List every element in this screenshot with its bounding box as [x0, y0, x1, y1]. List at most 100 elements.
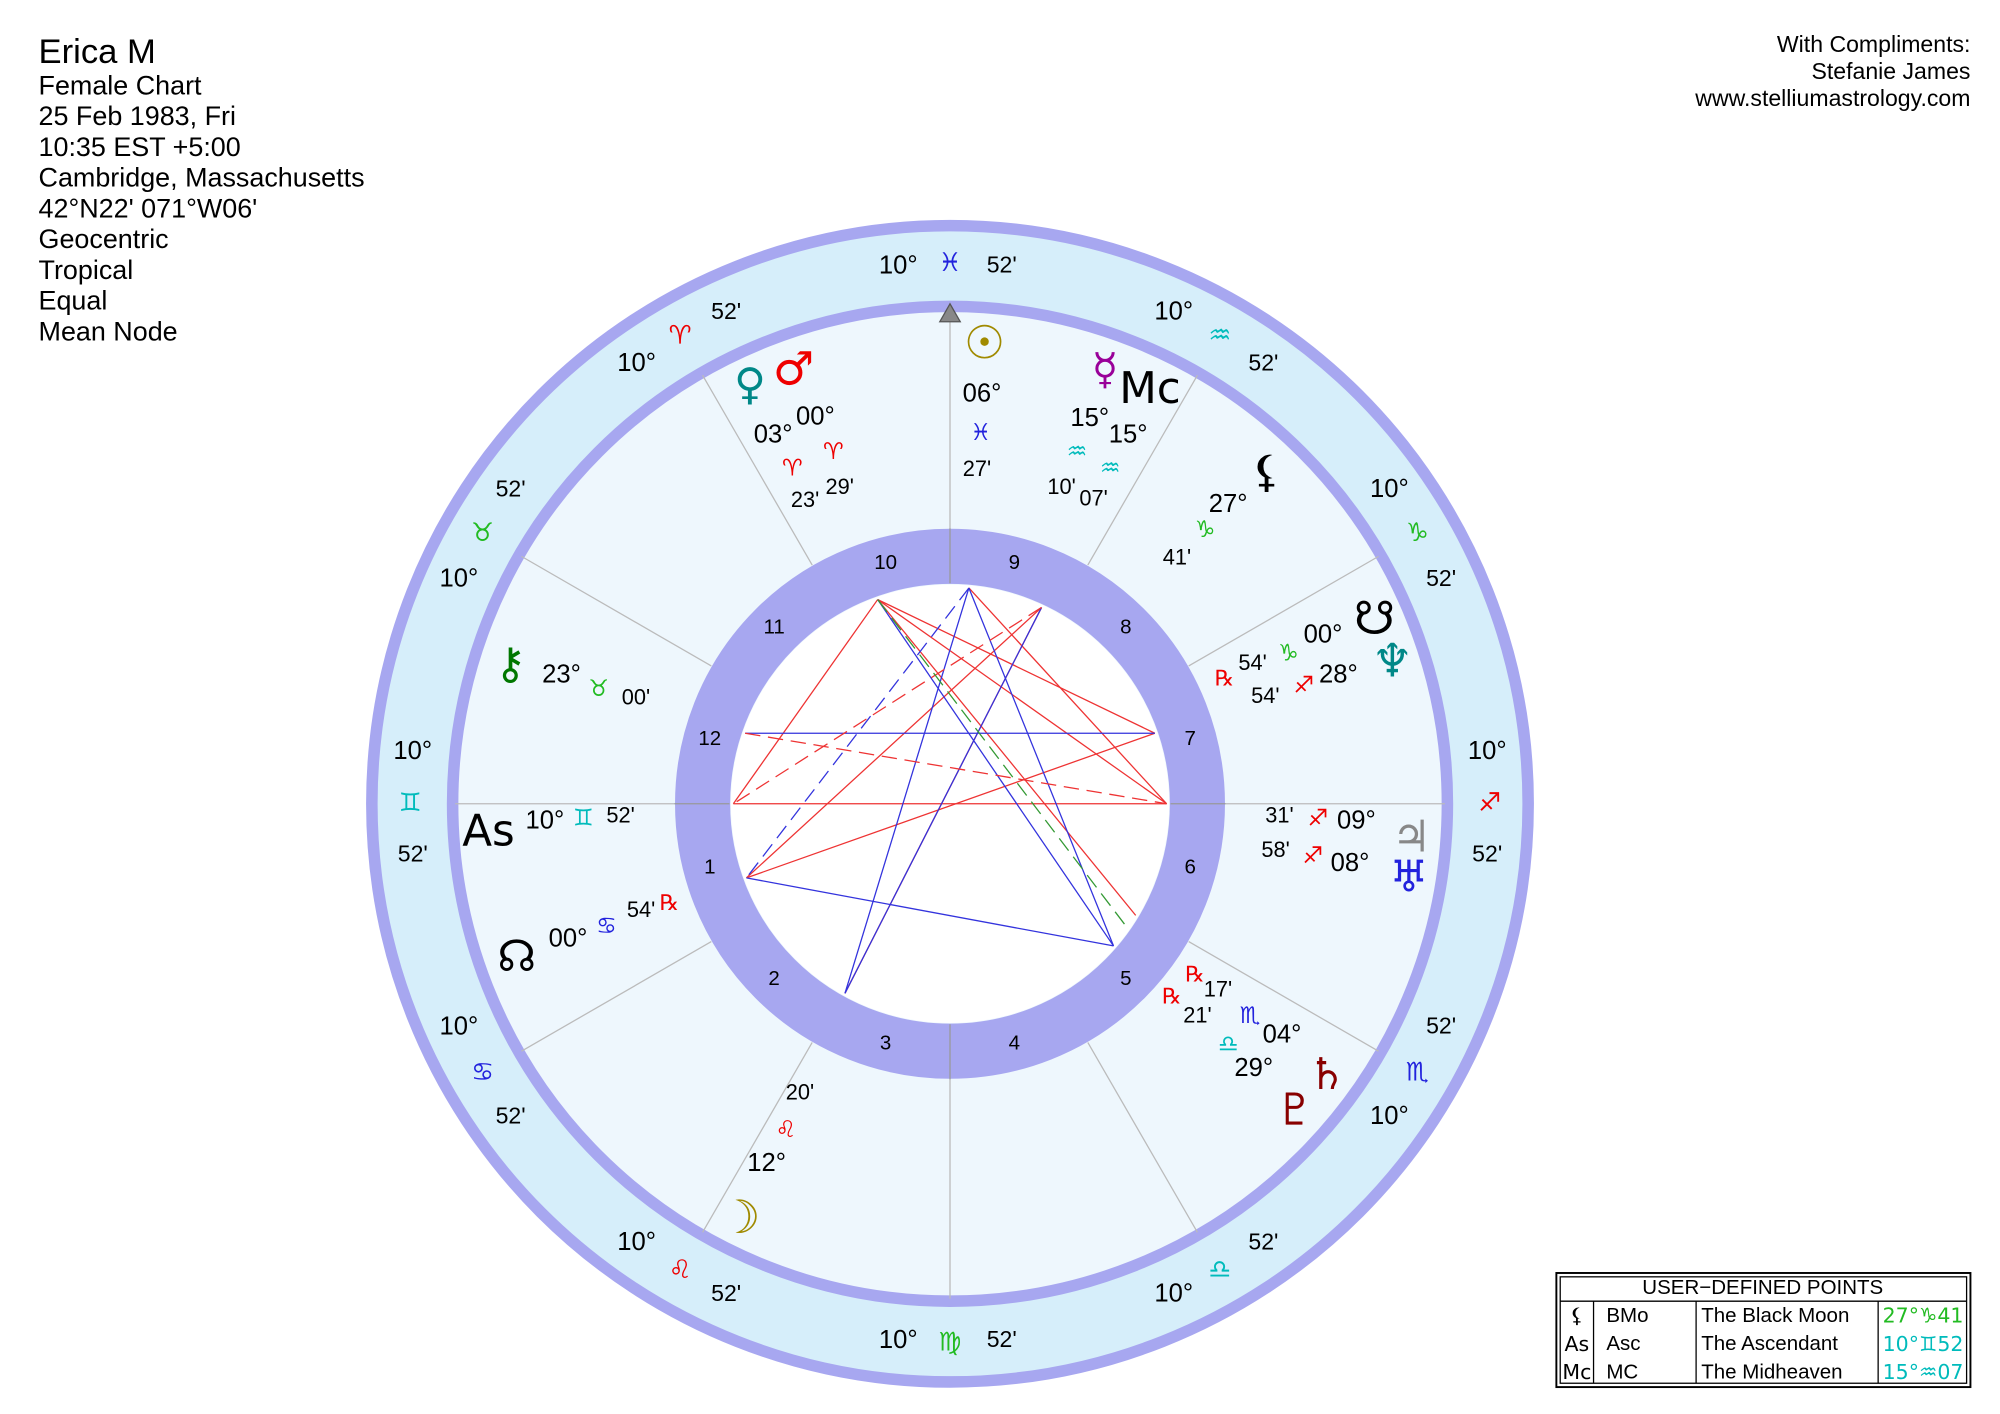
credit-line: www.stelliumastrology.com: [1694, 85, 1970, 111]
point-sign: ♎: [1218, 1031, 1239, 1057]
table-cell: Mc: [1562, 1360, 1591, 1384]
cusp-degree: 10°: [1154, 1280, 1193, 1308]
point-glyph: ☉: [964, 316, 1005, 370]
house-cusp-line: [702, 374, 813, 566]
point-sign: ♒: [1100, 456, 1121, 482]
point-degree: 09°: [1337, 807, 1376, 835]
point-sign: ♐: [1302, 843, 1323, 869]
retrograde-mark: ℞: [1215, 666, 1235, 691]
retrograde-mark: ℞: [1185, 963, 1205, 988]
table-cell: Asc: [1606, 1332, 1640, 1355]
house-cusp-line: [521, 555, 712, 667]
cusp-sign: ♍: [939, 1327, 962, 1357]
header-line: Equal: [39, 286, 108, 316]
table-cell: BMo: [1606, 1304, 1648, 1327]
cusp-lines: [455, 308, 1445, 1299]
house-number: 1: [704, 856, 715, 879]
aspect-line: [732, 599, 879, 805]
point-minute: 29': [826, 474, 854, 499]
house-number: 4: [1009, 1031, 1020, 1054]
aspect-line: [877, 599, 1168, 805]
aspect-lines: [732, 587, 1168, 994]
point-glyph: ♀: [734, 360, 766, 410]
house-cusp-line: [1188, 555, 1379, 667]
point-sign: ♐: [1308, 806, 1329, 832]
point-glyph: ☿: [1092, 345, 1119, 395]
table-title: USER−DEFINED POINTS: [1642, 1276, 1883, 1299]
point-degree: 06°: [963, 380, 1002, 408]
aspect-line: [746, 877, 1114, 947]
point-sign: ♒: [1067, 439, 1088, 465]
point-glyph: ⚸: [1251, 447, 1283, 497]
point-minute: 20': [786, 1079, 814, 1104]
point-minute: 17': [1204, 977, 1232, 1002]
cusp-sign: ♒: [1208, 320, 1231, 350]
point-minute: 54': [1251, 683, 1279, 708]
table-cell: The Black Moon: [1701, 1304, 1849, 1327]
cusp-minute: 52': [711, 298, 741, 324]
point-degree: 03°: [754, 421, 793, 449]
point-glyph: Mc: [1119, 364, 1181, 414]
house-number: 7: [1185, 727, 1196, 750]
mc-arrow: [938, 302, 962, 323]
cusp-sign: ♋: [471, 1058, 494, 1088]
point-sign: ♊: [573, 806, 594, 832]
header-line: 25 Feb 1983, Fri: [39, 101, 236, 131]
point-degree: 15°: [1109, 421, 1148, 449]
aspect-line: [745, 587, 970, 879]
retrograde-mark: ℞: [1162, 984, 1182, 1009]
cusp-degree: 10°: [617, 1228, 656, 1256]
point-degree: 15°: [1070, 404, 1109, 432]
house-number: 6: [1185, 856, 1196, 879]
point-degree: 00°: [549, 924, 588, 952]
point-glyph: ☋: [1354, 591, 1395, 645]
cusp-degree: 10°: [879, 1326, 918, 1354]
table-frame: [1555, 1272, 1972, 1389]
cusp-minute: 52': [1426, 565, 1456, 591]
table-cell: ⚸: [1569, 1304, 1584, 1328]
point-sign: ♓: [970, 420, 991, 446]
point-degree: 10°: [526, 807, 565, 835]
cusp-sign: ♌: [669, 1255, 692, 1285]
aspect-line: [844, 587, 970, 994]
header-line: Geocentric: [39, 224, 169, 254]
cusp-minute: 52': [496, 475, 526, 501]
table-cell: As: [1565, 1332, 1590, 1356]
aspect-line: [877, 599, 1115, 947]
aspect-line: [746, 732, 1156, 879]
house-cusp-line: [1087, 1042, 1198, 1233]
header-line: 10:35 EST +5:00: [39, 132, 241, 162]
cusp-degree: 10°: [879, 251, 918, 279]
cusp-sign: ♓: [939, 248, 962, 278]
house-number: 12: [698, 727, 721, 750]
cusp-degree: 10°: [1370, 1102, 1409, 1130]
aspect-line: [733, 606, 1042, 805]
table-cell: 15°♒07: [1883, 1360, 1964, 1384]
house-number: 3: [880, 1031, 891, 1054]
aspect-line: [745, 606, 1042, 879]
point-sign: ♈: [782, 456, 803, 482]
point-glyph: ♃: [1392, 813, 1431, 863]
header-line: Cambridge, Massachusetts: [39, 163, 365, 193]
point-minute: 52': [606, 802, 634, 827]
aspect-line: [844, 607, 1043, 994]
credit-line: Stefanie James: [1811, 58, 1970, 84]
cusp-sign: ♊: [399, 788, 422, 818]
house-cusp-line: [702, 1042, 813, 1233]
cusp-sign: ♑: [1406, 518, 1429, 548]
house-number: 11: [764, 615, 785, 638]
point-minute: 54': [1238, 650, 1266, 675]
point-sign: ♈: [823, 439, 844, 465]
point-minute: 21': [1183, 1002, 1211, 1027]
house-cusp-line: [1188, 941, 1379, 1052]
house-number: 10: [874, 551, 897, 574]
point-glyph: As: [462, 806, 515, 856]
point-degree: 08°: [1331, 849, 1370, 877]
point-minute: 10': [1047, 474, 1075, 499]
table-cell: 10°♊52: [1883, 1332, 1964, 1356]
point-minute: 58': [1261, 837, 1289, 862]
cusp-minute: 52': [1248, 1228, 1278, 1254]
table-cell: The Midheaven: [1701, 1360, 1842, 1383]
aspect-line: [877, 598, 1156, 734]
aspect-line: [877, 599, 1137, 916]
